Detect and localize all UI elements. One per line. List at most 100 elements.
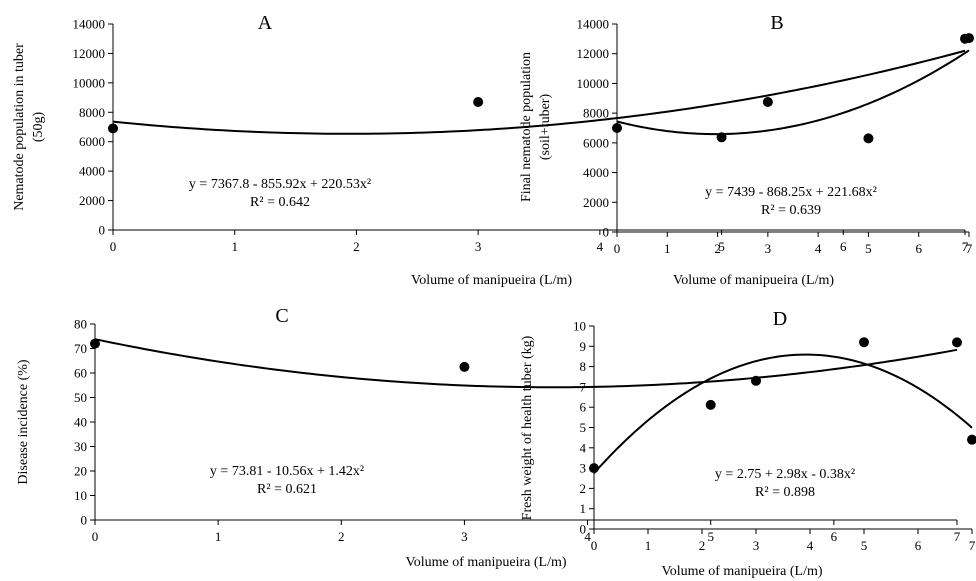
y-tick-label: 4 — [580, 440, 587, 455]
data-point — [90, 338, 100, 349]
x-tick-label: 1 — [215, 529, 222, 544]
y-axis-label: Fresh weight of health tuber (kg) — [520, 335, 535, 520]
x-axis-label: Volume of manipueira (L/m) — [411, 273, 572, 288]
x-axis-label: Volume of manipueira (L/m) — [673, 273, 834, 288]
regression-equation: y = 2.75 + 2.98x - 0.38x² — [715, 467, 855, 482]
x-tick-label: 6 — [915, 538, 922, 553]
y-tick-label: 30 — [74, 439, 87, 454]
data-point — [952, 337, 962, 348]
regression-equation: y = 7439 - 868.25x + 221.68x² — [705, 185, 877, 200]
x-tick-label: 1 — [231, 239, 238, 254]
data-point — [459, 361, 470, 372]
data-point — [589, 463, 599, 474]
y-tick-label: 8000 — [583, 106, 609, 121]
trendline — [616, 49, 970, 136]
x-tick-label: 2 — [338, 529, 345, 544]
x-tick-label: 7 — [962, 239, 969, 254]
x-tick-label: 2 — [699, 538, 706, 553]
y-tick-label: 0 — [603, 225, 610, 240]
x-tick-label: 6 — [831, 529, 838, 544]
trendline — [94, 338, 958, 389]
x-tick-label: 4 — [584, 529, 591, 544]
data-point — [473, 96, 484, 107]
x-tick-label: 3 — [461, 529, 468, 544]
x-tick-label: 0 — [110, 239, 117, 254]
x-tick-label: 1 — [664, 241, 671, 256]
y-tick-label: 5 — [580, 420, 587, 435]
regression-equation: y = 73.81 - 10.56x + 1.42x² — [210, 464, 364, 479]
y-tick-label: 1 — [580, 501, 587, 516]
x-tick-label: 5 — [861, 538, 868, 553]
x-tick-label: 7 — [966, 241, 973, 256]
x-axis-label: Volume of manipueira (L/m) — [405, 555, 566, 570]
data-point — [705, 399, 716, 410]
x-tick-label: 3 — [475, 239, 482, 254]
r-squared-label: R² = 0.639 — [761, 203, 821, 218]
y-tick-label: 8000 — [79, 105, 105, 120]
panel-title: C — [275, 305, 288, 327]
y-tick-label: 7 — [580, 379, 587, 394]
y-tick-label: 6 — [580, 400, 587, 415]
y-tick-label: 70 — [74, 341, 87, 356]
y-tick-label: 12000 — [73, 46, 106, 61]
y-tick-label: 50 — [74, 390, 87, 405]
data-point — [863, 133, 874, 144]
x-tick-label: 5 — [865, 241, 872, 256]
y-tick-label: 10000 — [577, 76, 610, 91]
x-tick-label: 2 — [714, 241, 721, 256]
y-tick-label: 6000 — [583, 135, 609, 150]
trendline — [112, 49, 966, 135]
x-tick-label: 6 — [915, 241, 922, 256]
trendline — [593, 353, 973, 474]
y-tick-label: 4000 — [583, 165, 609, 180]
y-axis-label: (50g) — [31, 112, 46, 143]
y-tick-label: 10 — [74, 488, 87, 503]
data-point — [108, 123, 118, 134]
panel-title: A — [258, 12, 273, 34]
y-tick-label: 40 — [74, 415, 87, 430]
data-point — [967, 434, 976, 445]
y-tick-label: 10 — [573, 319, 586, 334]
y-tick-label: 4000 — [79, 164, 105, 179]
y-tick-label: 12000 — [577, 46, 610, 61]
x-tick-label: 0 — [591, 538, 598, 553]
y-tick-label: 10000 — [73, 75, 106, 90]
x-tick-label: 7 — [969, 538, 976, 553]
r-squared-label: R² = 0.898 — [755, 485, 815, 500]
x-tick-label: 4 — [815, 241, 822, 256]
x-tick-label: 4 — [597, 239, 604, 254]
x-tick-label: 7 — [954, 529, 961, 544]
y-tick-label: 8 — [580, 359, 587, 374]
y-tick-label: 80 — [74, 317, 87, 332]
y-tick-label: 2000 — [583, 195, 609, 210]
y-tick-label: 6000 — [79, 134, 105, 149]
data-point — [859, 337, 869, 348]
data-point — [964, 33, 974, 44]
y-tick-label: 14000 — [577, 17, 610, 32]
y-tick-label: 0 — [580, 522, 587, 537]
x-tick-label: 3 — [765, 241, 772, 256]
y-tick-label: 60 — [74, 366, 87, 381]
x-tick-label: 5 — [707, 529, 714, 544]
y-tick-label: 0 — [81, 513, 88, 528]
y-tick-label: 20 — [74, 464, 87, 479]
y-tick-label: 9 — [580, 339, 587, 354]
y-tick-label: 0 — [99, 223, 106, 238]
chart-panel-b: 0 2000 4000 6000 8000 10000 12000 14000 0 1 2 3 4 5 6 7… — [519, 12, 974, 288]
x-axis-label: Volume of manipueira (L/m) — [661, 564, 822, 579]
data-point — [762, 97, 773, 107]
data-point — [751, 375, 761, 386]
r-squared-label: R² = 0.642 — [250, 195, 310, 210]
x-tick-label: 5 — [718, 239, 725, 254]
y-axis-label: Final nematode population — [519, 52, 534, 202]
y-axis-label: Disease incidence (%) — [16, 359, 31, 484]
chart-panel-d: 0 1 2 3 4 5 6 7 8 9 10 0 1 2 3 4 5 6 7 Dy = 2.75 + 2.98x - … — [520, 308, 976, 579]
x-tick-label: 2 — [353, 239, 360, 254]
panel-title: B — [770, 12, 783, 34]
panel-title: D — [773, 308, 787, 330]
x-tick-label: 1 — [645, 538, 652, 553]
x-tick-label: 3 — [753, 538, 760, 553]
